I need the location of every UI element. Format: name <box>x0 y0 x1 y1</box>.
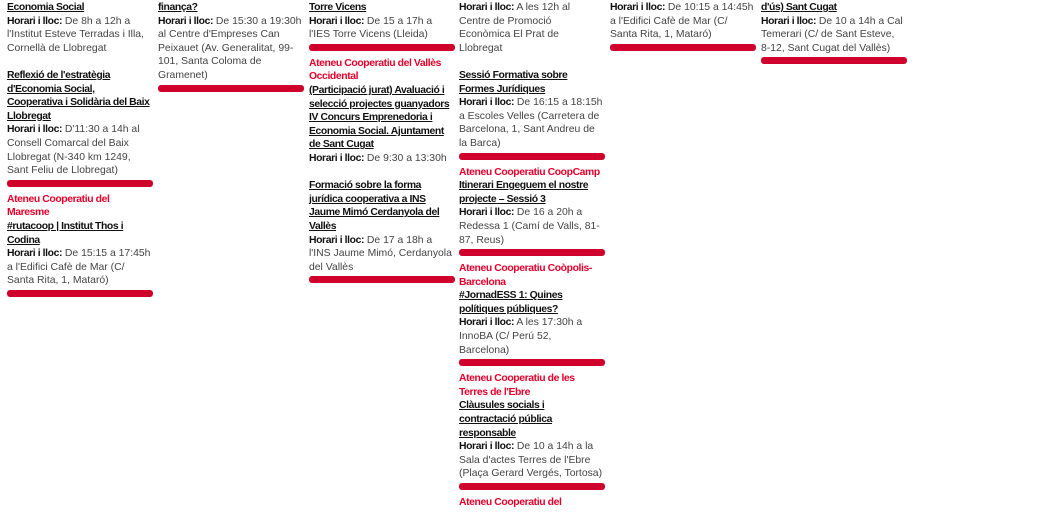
event-item: Sessió Formativa sobre Formes Jurídiques… <box>459 69 603 151</box>
event-item: d'ús) Sant Cugat Horari i lloc: De 10 a 1… <box>761 1 905 55</box>
event-title-link[interactable]: (Participació jurat) Avaluació i selecci… <box>309 84 450 151</box>
day-column: finança? Horari i lloc: De 15:30 a 19:30h… <box>158 1 304 98</box>
event-separator-bar <box>309 43 455 51</box>
event-group: Horari i lloc: De 10:15 a 14:45h a l'Edi… <box>610 1 754 42</box>
event-item: Ateneu Cooperatiu CoopCamp Itinerari Enge… <box>459 166 603 248</box>
event-group: Ateneu Cooperatiu CoopCamp Itinerari Enge… <box>459 166 603 248</box>
event-separator-bar <box>7 179 153 187</box>
event-organizer: Ateneu Cooperatiu de les Terres de l'Ebr… <box>459 373 575 398</box>
schedule-label: Horari i lloc: <box>761 15 817 27</box>
event-group: Ateneu Cooperatiu del Vallès Occidental(… <box>309 57 453 275</box>
event-separator-bar <box>459 359 605 367</box>
day-column: Horari i lloc: A les 12h al Centre de Pr… <box>459 1 605 510</box>
event-separator-bar <box>309 276 455 284</box>
schedule-label: Horari i lloc: <box>7 124 63 136</box>
event-schedule-location: Horari i lloc: De 10 a 14h a Cal Temerar… <box>761 15 903 54</box>
event-title-link[interactable]: #JornadESS 1: Quines polítiques públique… <box>459 290 563 315</box>
schedule-label: Horari i lloc: <box>309 234 365 246</box>
schedule-label: Horari i lloc: <box>7 15 63 27</box>
event-schedule-location: Horari i lloc: De 15:15 a 17:45h a l'Edi… <box>7 248 151 287</box>
schedule-label: Horari i lloc: <box>7 248 63 260</box>
event-title-link[interactable]: Sessió Formativa sobre Formes Jurídiques <box>459 69 568 95</box>
event-schedule-location: Horari i lloc: De 17 a 18h a l'INS Jaume… <box>309 234 452 273</box>
event-schedule-location: Horari i lloc: De 16:15 a 18:15h a Escol… <box>459 97 603 149</box>
event-group: Ateneu Cooperatiu del Maresme #rutacoop |… <box>7 193 151 288</box>
event-schedule-location: Horari i lloc: De 15 a 17h a l'IES Torre… <box>309 15 433 41</box>
event-separator-bar <box>459 249 605 257</box>
event-separator-bar <box>158 84 304 92</box>
event-title-link[interactable]: Economia Social <box>7 2 85 13</box>
event-organizer: Ateneu Cooperatiu del Vallès Occidental <box>309 57 441 83</box>
event-separator-bar <box>610 43 756 51</box>
event-item: Torre Vicens Horari i lloc: De 15 a 17h a… <box>309 1 453 42</box>
event-schedule-location: Horari i lloc: A les 17:30h a InnoBA (C/… <box>459 317 583 356</box>
event-schedule-location: Horari i lloc: A les 12h al Centre de Pr… <box>459 2 571 54</box>
event-title-link[interactable]: Reflexió de l'estratègia d'Economia Soci… <box>7 69 150 122</box>
event-title-link[interactable]: Clàusules socials i contractació pública… <box>459 400 553 439</box>
event-title-link[interactable]: Formació sobre la forma jurídica coopera… <box>309 180 440 232</box>
schedule-label: Horari i lloc: <box>309 152 365 164</box>
event-item: Ateneu Cooperatiu de les Terres de l'Ebr… <box>459 372 603 481</box>
event-item: finança? Horari i lloc: De 15:30 a 19:30h… <box>158 1 302 83</box>
event-title-link[interactable]: finança? <box>158 2 198 13</box>
schedule-label: Horari i lloc: <box>158 15 214 27</box>
event-group: d'ús) Sant Cugat Horari i lloc: De 10 a 1… <box>761 1 905 55</box>
event-separator-bar <box>761 57 907 65</box>
event-schedule-location: Horari i lloc: De 16 a 20h a Redessa 1 (… <box>459 207 600 246</box>
day-column: d'ús) Sant Cugat Horari i lloc: De 10 a 1… <box>761 1 907 70</box>
schedule-label: Horari i lloc: <box>459 97 515 109</box>
event-title-link[interactable]: #rutacoop | Institut Thos i Codina <box>7 220 124 246</box>
event-schedule-location: Horari i lloc: De 10:15 a 14:45h a l'Edi… <box>610 2 754 41</box>
event-schedule-location: Horari i lloc: De 8h a 12h a l'Institut … <box>7 15 144 54</box>
schedule-label: Horari i lloc: <box>459 2 515 13</box>
day-column: Horari i lloc: De 10:15 a 14:45h a l'Edi… <box>610 1 756 57</box>
event-separator-bar <box>459 483 605 490</box>
event-group: Ateneu Cooperatiu del <box>459 496 603 510</box>
event-group: Ateneu Cooperatiu Coòpolis-Barcelona #Jor… <box>459 262 603 357</box>
event-group: Torre Vicens Horari i lloc: De 15 a 17h a… <box>309 1 453 42</box>
event-group: Economia Social Horari i lloc: De 8h a 12… <box>7 1 151 178</box>
day-column: Torre Vicens Horari i lloc: De 15 a 17h a… <box>309 1 455 289</box>
event-organizer: Ateneu Cooperatiu CoopCamp <box>459 166 600 178</box>
schedule-label: Horari i lloc: <box>459 441 515 453</box>
event-title-link[interactable]: d'ús) Sant Cugat <box>761 2 837 13</box>
event-schedule-location: Horari i lloc: De 15:30 a 19:30h al Cent… <box>158 15 302 81</box>
schedule-label: Horari i lloc: <box>459 207 515 219</box>
event-organizer: Ateneu Cooperatiu Coòpolis-Barcelona <box>459 263 592 288</box>
schedule-label: Horari i lloc: <box>309 15 365 27</box>
day-column: Economia Social Horari i lloc: De 8h a 12… <box>7 1 153 303</box>
event-item: Reflexió de l'estratègia d'Economia Soci… <box>7 69 151 178</box>
event-item: Ateneu Cooperatiu del Maresme #rutacoop |… <box>7 193 151 288</box>
event-schedule-location: Horari i lloc: De 10 a 14h a la Sala d'a… <box>459 441 603 480</box>
event-schedule-location: Horari i lloc: De 9:30 a 13:30h <box>309 152 447 164</box>
event-group: Ateneu Cooperatiu de les Terres de l'Ebr… <box>459 372 603 481</box>
event-group: finança? Horari i lloc: De 15:30 a 19:30h… <box>158 1 302 83</box>
event-item: Ateneu Cooperatiu Coòpolis-Barcelona #Jor… <box>459 262 603 357</box>
event-organizer: Ateneu Cooperatiu del Maresme <box>7 193 110 219</box>
event-item: Horari i lloc: De 10:15 a 14:45h a l'Edi… <box>610 1 754 42</box>
event-title-link[interactable]: Itinerari Engeguem el nostre projecte – … <box>459 180 589 205</box>
event-title-link[interactable]: Torre Vicens <box>309 2 367 13</box>
event-organizer: Ateneu Cooperatiu del <box>459 497 562 508</box>
event-group: Horari i lloc: A les 12h al Centre de Pr… <box>459 1 603 151</box>
event-item: Horari i lloc: A les 12h al Centre de Pr… <box>459 1 603 55</box>
schedule-label: Horari i lloc: <box>610 2 666 13</box>
event-item: Ateneu Cooperatiu del <box>459 496 603 510</box>
event-separator-bar <box>7 289 153 297</box>
schedule-label: Horari i lloc: <box>459 317 515 329</box>
event-separator-bar <box>459 152 605 160</box>
event-schedule-location: Horari i lloc: D'11:30 a 14h al Consell … <box>7 124 140 177</box>
event-item: Economia Social Horari i lloc: De 8h a 12… <box>7 1 151 55</box>
event-item: Formació sobre la forma jurídica coopera… <box>309 179 453 274</box>
event-item: Ateneu Cooperatiu del Vallès Occidental(… <box>309 57 453 166</box>
